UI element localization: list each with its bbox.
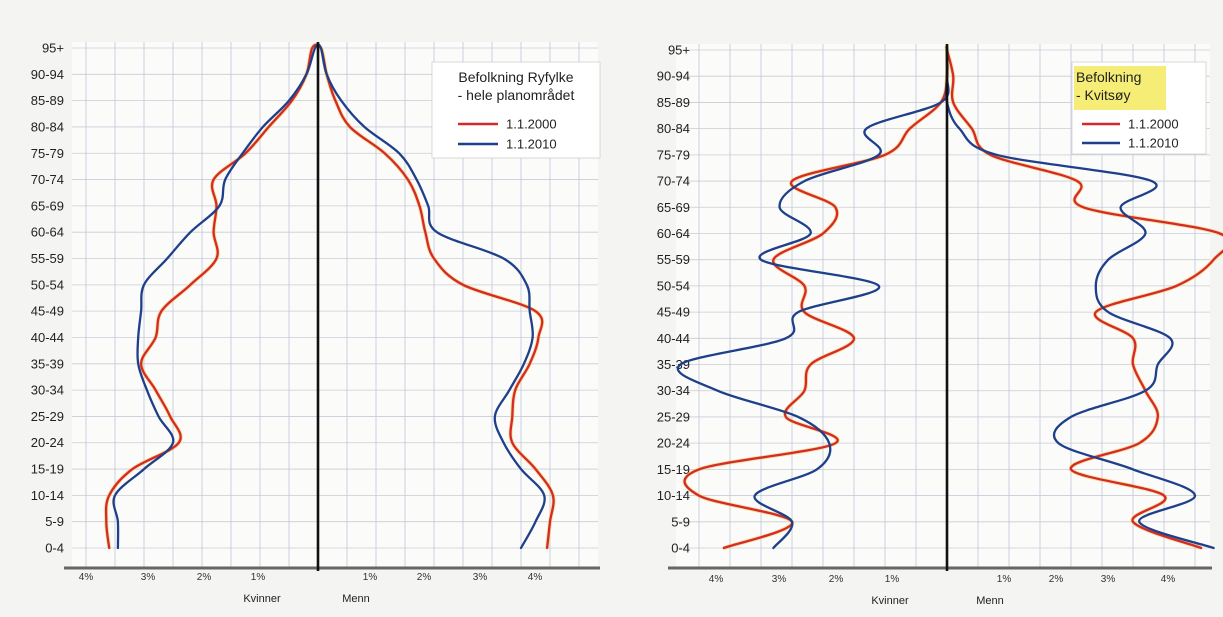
age-group-label: 30-34 (31, 383, 64, 398)
age-group-label: 35-39 (657, 357, 690, 372)
pyramid-chart-ryfylke: 0-4 5-9 10-14 15-19 20-24 25-29 30-34 35-39 40-4… (31, 41, 601, 605)
xlabel-kvinner: Kvinner (243, 593, 281, 605)
age-group-label: 15-19 (657, 462, 690, 477)
legend-title-line: - Kvitsøy (1076, 87, 1130, 103)
age-group-label: 60-64 (657, 226, 690, 241)
xlabel-kvinner: Kvinner (871, 595, 909, 607)
x-tick-label: 2% (417, 572, 432, 583)
age-group-label: 80-84 (657, 121, 690, 136)
age-group-label: 0-4 (45, 541, 64, 556)
age-group-label: 70-74 (657, 174, 690, 189)
age-group-label: 50-54 (657, 278, 690, 293)
age-group-label: 40-44 (657, 331, 690, 346)
age-group-label: 90-94 (31, 67, 64, 82)
pyramid-chart-kvitsoy: 0-4 5-9 10-14 15-19 20-24 25-29 30-34 35-39 40-4… (657, 43, 1223, 607)
legend-entry-label: 1.1.2000 (1128, 117, 1179, 132)
age-group-label: 50-54 (31, 277, 64, 292)
age-group-label: 70-74 (31, 172, 64, 187)
age-group-label: 55-59 (657, 252, 690, 267)
age-group-label: 5-9 (671, 514, 690, 529)
age-group-label: 10-14 (657, 488, 690, 503)
age-group-label: 0-4 (671, 541, 690, 556)
legend: Befolkning Ryfylke - hele planområdet 1.1.… (431, 61, 601, 159)
age-group-label: 65-69 (31, 198, 64, 213)
x-tick-label: 4% (528, 572, 543, 583)
age-group-label: 90-94 (657, 69, 690, 84)
grid (676, 44, 1210, 567)
xlabel-menn: Menn (976, 595, 1004, 607)
x-tick-label: 3% (141, 572, 156, 583)
age-group-label: 40-44 (31, 330, 64, 345)
age-group-labels: 0-4 5-9 10-14 15-19 20-24 25-29 30-34 35-39 40-4… (657, 43, 690, 556)
age-group-label: 15-19 (31, 462, 64, 477)
legend: Befolkning - Kvitsøy 1.1.2000 1.1.2010 (1071, 61, 1207, 155)
age-group-label: 45-49 (657, 305, 690, 320)
legend-title-line: - hele planområdet (458, 87, 575, 103)
age-group-label: 80-84 (31, 119, 64, 134)
x-tick-label: 1% (251, 572, 266, 583)
age-group-label: 25-29 (31, 409, 64, 424)
x-tick-label: 1% (363, 572, 378, 583)
x-tick-label: 4% (709, 574, 724, 585)
age-group-label: 95+ (668, 43, 690, 58)
age-group-label: 30-34 (657, 383, 690, 398)
age-group-label: 55-59 (31, 251, 64, 266)
age-group-label: 85-89 (657, 95, 690, 110)
age-group-label: 85-89 (31, 93, 64, 108)
age-group-label: 25-29 (657, 409, 690, 424)
legend-entry-label: 1.1.2000 (506, 117, 557, 132)
legend-title-line: Befolkning (1076, 69, 1141, 85)
x-tick-label: 4% (1161, 574, 1176, 585)
age-group-labels: 0-4 5-9 10-14 15-19 20-24 25-29 30-34 35-39 40-4… (31, 41, 64, 556)
age-group-label: 5-9 (45, 514, 64, 529)
x-tick-labels: 4% 3% 2% 1% 1% 2% 3% 4% (709, 574, 1176, 585)
legend-entry-label: 1.1.2010 (506, 137, 557, 152)
age-group-label: 20-24 (657, 436, 690, 451)
x-tick-label: 1% (997, 574, 1012, 585)
x-tick-label: 1% (885, 574, 900, 585)
xlabel-menn: Menn (342, 593, 370, 605)
age-group-label: 45-49 (31, 304, 64, 319)
age-group-label: 10-14 (31, 488, 64, 503)
x-tick-label: 2% (829, 574, 844, 585)
age-group-label: 75-79 (657, 147, 690, 162)
x-tick-label: 3% (473, 572, 488, 583)
age-group-label: 60-64 (31, 225, 64, 240)
age-group-label: 20-24 (31, 435, 64, 450)
x-tick-label: 3% (1101, 574, 1116, 585)
x-tick-label: 4% (79, 572, 94, 583)
age-group-label: 65-69 (657, 200, 690, 215)
legend-box (431, 61, 601, 159)
age-group-label: 35-39 (31, 356, 64, 371)
x-tick-label: 2% (197, 572, 212, 583)
age-group-label: 75-79 (31, 146, 64, 161)
legend-title-line: Befolkning Ryfylke (458, 69, 573, 85)
age-group-label: 95+ (42, 41, 64, 56)
legend-highlight (1074, 66, 1166, 110)
x-tick-labels: 4% 3% 2% 1% 1% 2% 3% 4% (79, 572, 543, 583)
legend-entry-label: 1.1.2010 (1128, 136, 1179, 151)
x-tick-label: 2% (1049, 574, 1064, 585)
x-tick-label: 3% (772, 574, 787, 585)
